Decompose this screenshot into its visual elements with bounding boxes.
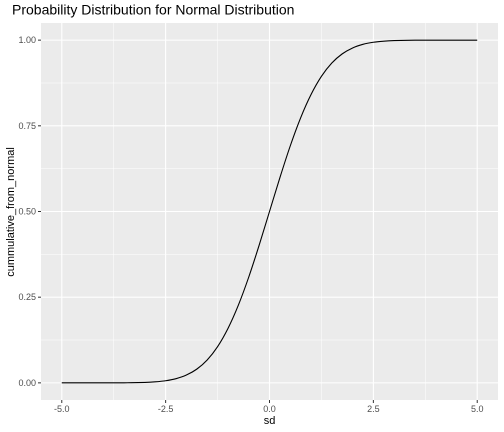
x-axis-label: sd xyxy=(264,415,276,427)
x-tick-label: 5.0 xyxy=(471,404,484,414)
axes: -5.0 -2.5 0.0 2.5 5.0 0.00 0.25 0.50 0.75 1.00 xyxy=(18,35,483,414)
y-tick-label: 0.50 xyxy=(18,207,36,217)
x-tick-label: 0.0 xyxy=(263,404,276,414)
x-tick-label: -5.0 xyxy=(54,404,70,414)
cumulative-curve-line xyxy=(61,39,478,384)
y-axis-label: cummulative_from_normal xyxy=(5,147,17,277)
x-tick-label: -2.5 xyxy=(158,404,174,414)
y-tick-label: 0.75 xyxy=(18,121,36,131)
y-tick-label: 0.00 xyxy=(18,378,36,388)
y-tick-label: 0.25 xyxy=(18,292,36,302)
x-tick-label: 2.5 xyxy=(367,404,380,414)
y-tick-label: 1.00 xyxy=(18,35,36,45)
chart-title: Probability Distribution for Normal Dist… xyxy=(12,2,294,18)
